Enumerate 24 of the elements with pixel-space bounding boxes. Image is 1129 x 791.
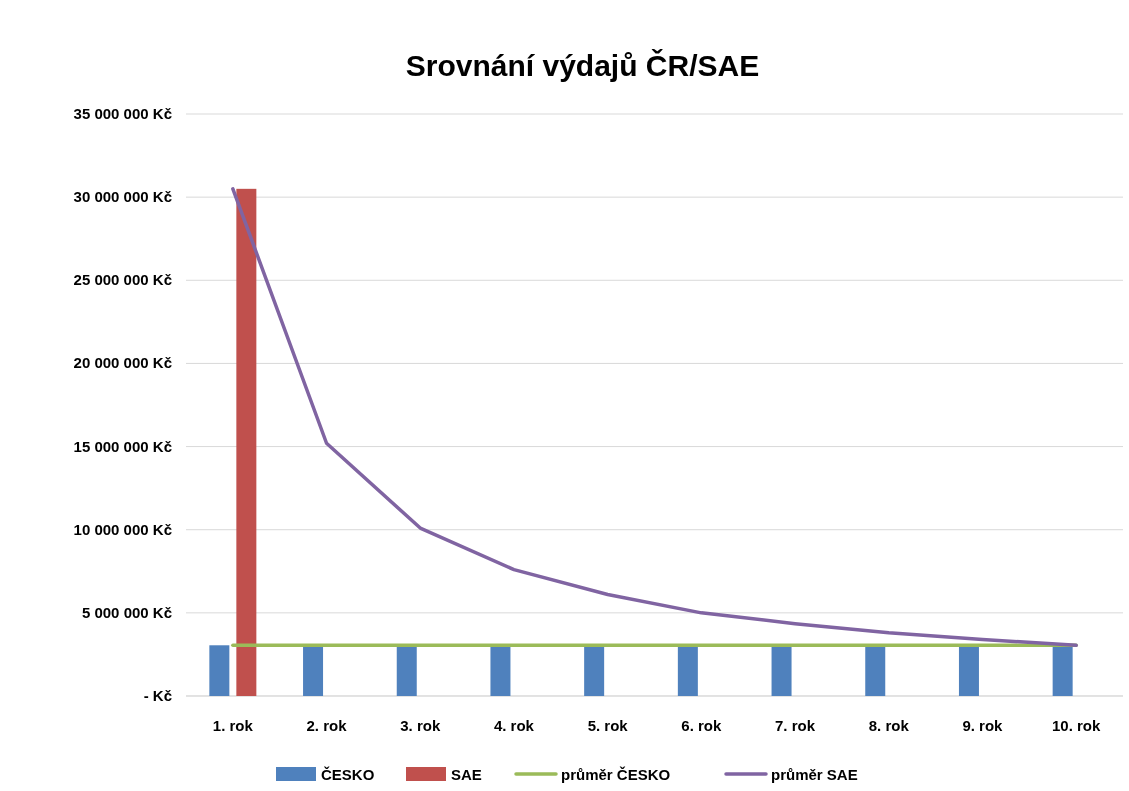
y-tick-label: 10 000 000 Kč — [73, 520, 172, 538]
x-tick-label: 10. rok — [1051, 717, 1101, 734]
y-tick-label: - Kč — [143, 687, 172, 704]
y-tick-label: 30 000 000 Kč — [73, 188, 172, 206]
legend-label: SAE — [451, 766, 482, 783]
x-tick-label: 1. rok — [212, 717, 254, 734]
x-tick-label: 4. rok — [493, 717, 535, 734]
y-tick-label: 20 000 000 Kč — [73, 354, 172, 372]
y-tick-label: 15 000 000 Kč — [73, 437, 172, 455]
x-tick-label: 9. rok — [962, 717, 1004, 734]
chart-title: Srovnání výdajů ČR/SAE — [405, 49, 760, 82]
y-tick-label: 35 000 000 Kč — [73, 105, 172, 122]
y-tick-label: 25 000 000 Kč — [73, 271, 172, 289]
x-tick-label: 3. rok — [400, 717, 441, 734]
x-tick-label: 7. rok — [775, 717, 816, 734]
legend-label: průměr SAE — [771, 766, 858, 783]
line-series — [231, 187, 1078, 648]
x-tick-label: 5. rok — [587, 717, 629, 734]
legend-label: ČESKO — [321, 766, 375, 783]
legend-label: průměr ČESKO — [561, 766, 671, 783]
y-tick-label: 5 000 000 Kč — [81, 603, 172, 621]
x-tick-label: 2. rok — [306, 717, 348, 734]
x-tick-label: 8. rok — [868, 717, 910, 734]
x-tick-label: 6. rok — [681, 717, 723, 734]
